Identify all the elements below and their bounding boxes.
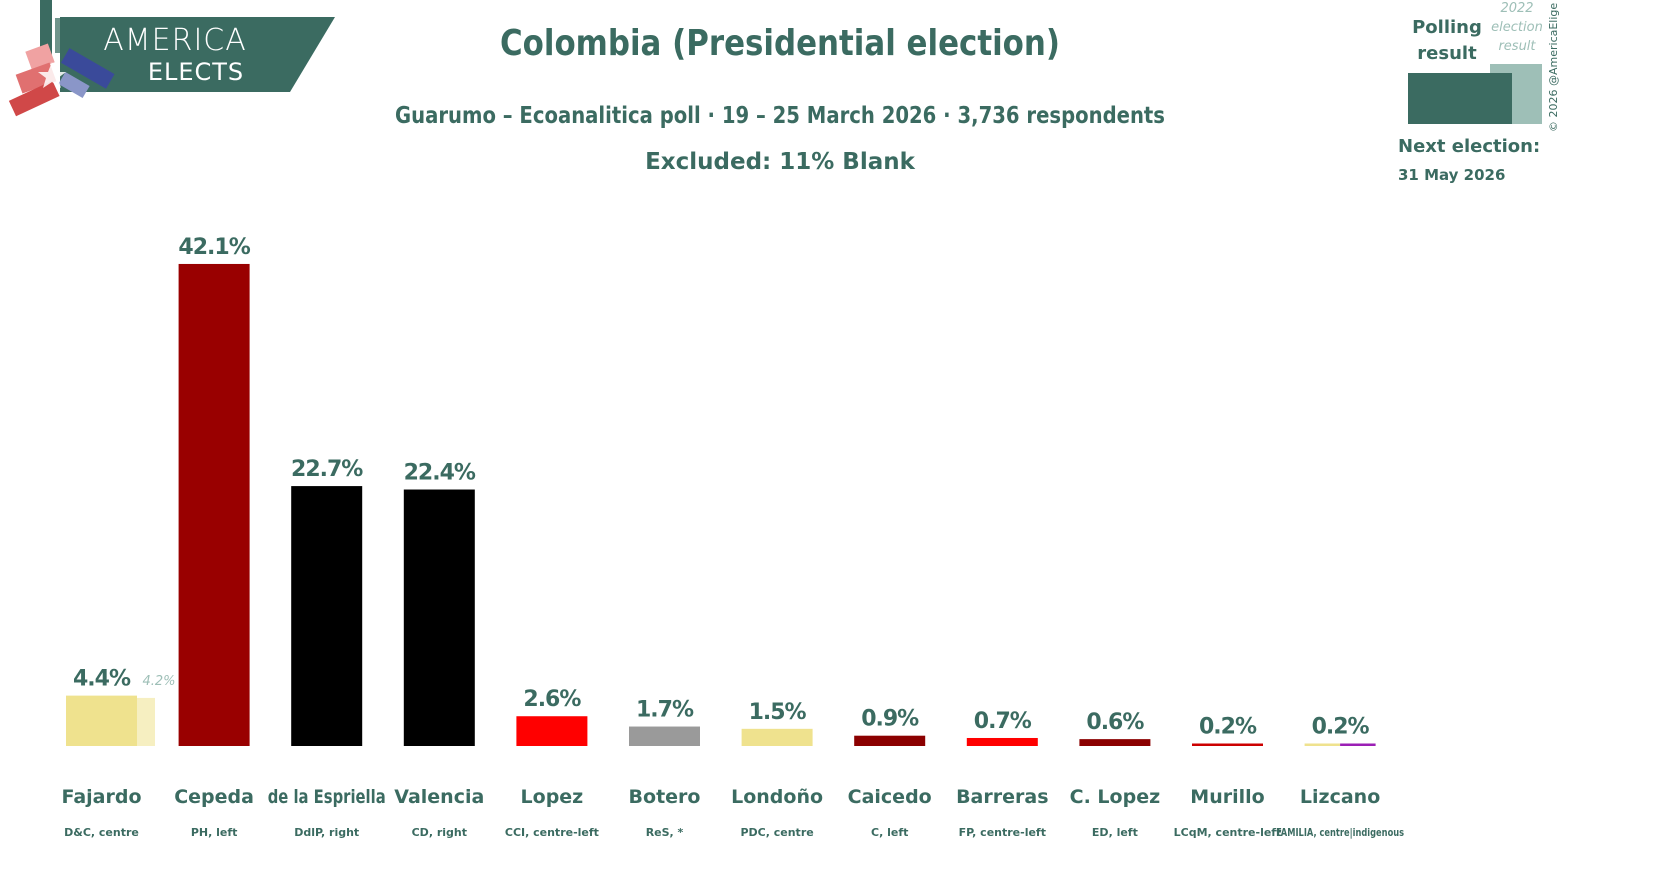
legend: Polling result 2022 election result Next… (1398, 1, 1560, 184)
value-label-2: 22.7% (291, 457, 363, 482)
bar-4 (516, 716, 588, 746)
prev-value-label-0: 4.2% (142, 674, 175, 689)
party-label-5: ReS, * (646, 826, 684, 839)
copyright: © 2026 @AmericaElige (1547, 3, 1560, 132)
bar-8 (966, 737, 1038, 746)
bar-5 (629, 726, 700, 746)
party-label-3: CD, right (412, 826, 467, 839)
candidate-label-11: Lizcano (1300, 786, 1380, 808)
party-label-0: D&C, centre (64, 826, 139, 839)
party-label-6: PDC, centre (740, 826, 813, 839)
bar-6 (741, 728, 813, 746)
logo-line2: ELECTS (148, 58, 244, 86)
bar-3 (403, 489, 475, 746)
bars-group: 4.2% 4.4% Fajardo D&C, centre 42.1% Cepeda PH,… (61, 235, 1404, 839)
value-label-10: 0.2% (1199, 715, 1257, 740)
party-label-9: ED, left (1092, 826, 1138, 839)
logo-line1: AMERICA (103, 23, 247, 58)
value-label-7: 0.9% (861, 707, 919, 732)
legend-polling-line1: Polling (1412, 17, 1482, 38)
party-label-7: C, left (871, 826, 908, 839)
value-label-3: 22.4% (404, 461, 476, 486)
value-label-4: 2.6% (523, 687, 581, 712)
value-label-0: 4.4% (73, 667, 131, 692)
legend-prev-line1: 2022 (1500, 1, 1533, 16)
candidate-label-6: Londoño (731, 786, 823, 808)
bar-11-seg0 (1304, 743, 1341, 746)
legend-polling-swatch (1408, 73, 1512, 124)
value-label-6: 1.5% (749, 700, 807, 725)
party-label-11: FAMILIA, centre|indigenous (1276, 826, 1404, 839)
bar-11-seg1 (1340, 743, 1376, 746)
value-label-8: 0.7% (974, 709, 1032, 734)
party-label-2: DdlP, right (294, 826, 359, 839)
party-label-8: FP, centre-left (959, 826, 1046, 839)
value-label-9: 0.6% (1086, 710, 1144, 735)
candidate-label-3: Valencia (394, 786, 484, 808)
legend-prev-line2: election (1491, 20, 1543, 35)
next-election-date: 31 May 2026 (1398, 166, 1505, 184)
party-label-4: CCI, centre-left (505, 826, 599, 839)
candidate-label-4: Lopez (521, 786, 584, 808)
bar-0 (66, 695, 137, 746)
next-election-label: Next election: (1398, 136, 1540, 157)
bar-2 (291, 486, 363, 746)
candidate-label-1: Cepeda (174, 786, 254, 808)
value-label-11: 0.2% (1312, 715, 1370, 740)
chart-title: Colombia (Presidential election) (500, 23, 1060, 64)
candidate-label-9: C. Lopez (1070, 786, 1160, 808)
value-label-1: 42.1% (178, 235, 250, 260)
excluded-note: Excluded: 11% Blank (645, 149, 916, 175)
bar-10 (1192, 743, 1263, 746)
party-label-10: LCqM, centre-left (1174, 826, 1282, 839)
candidate-label-2: de la Espriella (268, 786, 386, 808)
candidate-label-5: Botero (629, 786, 701, 808)
america-elects-logo: AMERICA ELECTS (8, 0, 335, 117)
bar-9 (1079, 739, 1151, 746)
party-label-1: PH, left (191, 826, 238, 839)
legend-polling-line2: result (1417, 43, 1477, 64)
bar-1 (178, 263, 250, 746)
candidate-label-10: Murillo (1190, 786, 1264, 808)
candidate-label-8: Barreras (956, 786, 1048, 808)
bar-7 (854, 735, 926, 746)
chart-subtitle: Guarumo – Ecoanalitica poll · 19 – 25 Ma… (395, 103, 1165, 129)
legend-prev-line3: result (1498, 39, 1536, 54)
value-label-5: 1.7% (636, 698, 694, 723)
candidate-label-0: Fajardo (61, 786, 141, 808)
candidate-label-7: Caicedo (848, 786, 932, 808)
